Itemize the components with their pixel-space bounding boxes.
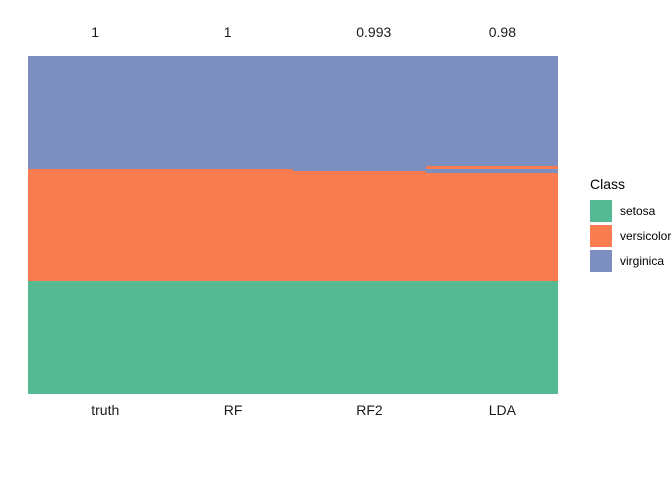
plot-panel (28, 56, 558, 394)
segment-versicolor (425, 173, 558, 282)
segment-setosa (160, 281, 293, 394)
segment-versicolor (28, 168, 161, 282)
legend: Class setosa versicolor virginica (590, 176, 671, 275)
segment-virginica (28, 56, 161, 169)
legend-label-setosa: setosa (620, 204, 656, 218)
x-axis-label-LDA: LDA (488, 402, 516, 418)
segment-setosa (425, 281, 558, 394)
x-axis-label-RF: RF (223, 402, 243, 418)
accuracy-label-truth: 1 (91, 24, 100, 40)
x-axis-label-truth: truth (91, 402, 120, 418)
legend-label-virginica: virginica (620, 254, 665, 268)
legend-swatch-versicolor (590, 225, 612, 247)
legend-title: Class (590, 176, 626, 192)
accuracy-label-RF2: 0.993 (356, 24, 392, 40)
segment-virginica (293, 56, 426, 171)
bar-column-truth (28, 56, 161, 394)
legend-entry-versicolor: versicolor (590, 225, 671, 247)
accuracy-label-LDA: 0.98 (488, 24, 516, 40)
legend-swatch-virginica (590, 250, 612, 272)
bar-column-LDA (425, 56, 558, 394)
segment-versicolor (293, 170, 426, 282)
segment-virginica (425, 56, 558, 167)
x-axis-label-RF2: RF2 (356, 402, 383, 418)
legend-swatch-setosa (590, 200, 612, 222)
legend-entry-virginica: virginica (590, 250, 671, 272)
segment-virginica (425, 168, 558, 174)
segment-versicolor (160, 168, 293, 282)
bar-column-RF2 (293, 56, 426, 394)
accuracy-label-RF: 1 (223, 24, 232, 40)
segment-versicolor (425, 166, 558, 169)
segment-setosa (293, 281, 426, 394)
legend-entries: setosa versicolor virginica (590, 200, 671, 272)
segment-setosa (28, 281, 161, 394)
legend-label-versicolor: versicolor (620, 229, 672, 243)
legend-entry-setosa: setosa (590, 200, 671, 222)
bar-column-RF (160, 56, 293, 394)
segment-virginica (160, 56, 293, 169)
